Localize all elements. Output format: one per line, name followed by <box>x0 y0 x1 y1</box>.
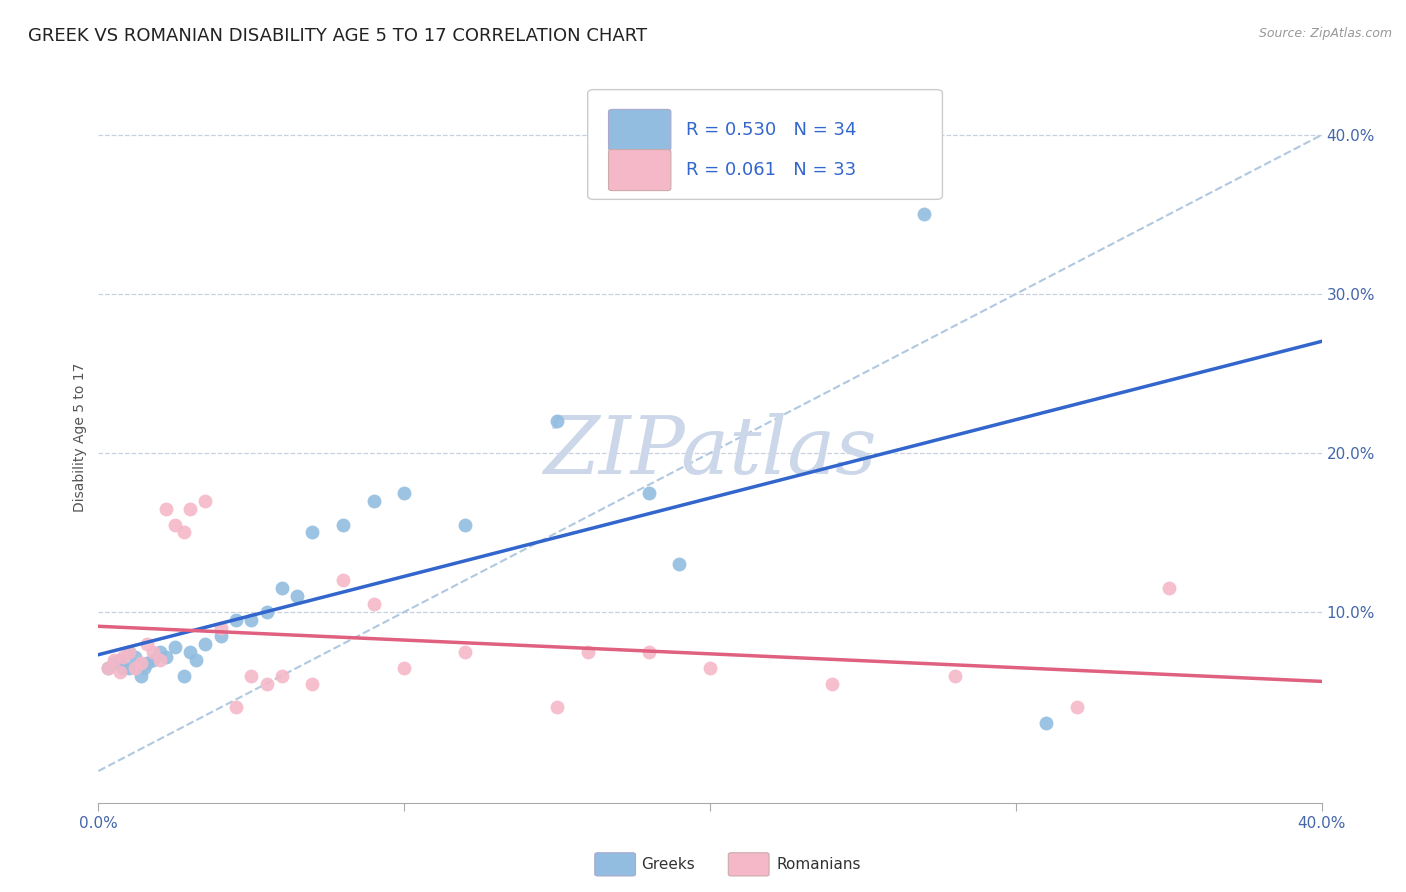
Point <box>129 656 152 670</box>
Point <box>163 517 186 532</box>
Point <box>97 660 120 674</box>
Point <box>240 613 263 627</box>
Point <box>1035 716 1057 731</box>
Text: Romanians: Romanians <box>776 857 860 871</box>
Point <box>155 501 177 516</box>
Point <box>392 485 416 500</box>
Point <box>194 493 217 508</box>
Point <box>209 629 232 643</box>
Point <box>108 665 131 680</box>
Point <box>363 597 385 611</box>
Text: R = 0.061   N = 33: R = 0.061 N = 33 <box>686 161 856 179</box>
Point <box>332 573 354 587</box>
Text: Source: ZipAtlas.com: Source: ZipAtlas.com <box>1258 27 1392 40</box>
Point <box>637 485 661 500</box>
Point <box>118 645 141 659</box>
Point <box>103 653 125 667</box>
Point <box>943 668 966 682</box>
Point <box>129 668 152 682</box>
Point <box>576 645 599 659</box>
Point <box>270 668 292 682</box>
Point <box>301 676 323 690</box>
Text: R = 0.530   N = 34: R = 0.530 N = 34 <box>686 121 856 139</box>
Point <box>97 660 120 674</box>
Y-axis label: Disability Age 5 to 17: Disability Age 5 to 17 <box>73 362 87 512</box>
Point <box>821 676 844 690</box>
Point <box>111 660 134 674</box>
Point <box>546 414 568 428</box>
Point <box>699 660 721 674</box>
Point <box>270 581 292 595</box>
Point <box>111 649 134 664</box>
Point <box>668 558 690 572</box>
Point <box>136 637 159 651</box>
Point <box>155 649 177 664</box>
Point <box>1066 700 1088 714</box>
Point <box>142 653 165 667</box>
Point <box>240 668 263 682</box>
Point <box>179 501 201 516</box>
Point <box>225 700 247 714</box>
Point <box>108 653 131 667</box>
Point <box>142 645 165 659</box>
FancyBboxPatch shape <box>609 110 671 151</box>
Point <box>301 525 323 540</box>
FancyBboxPatch shape <box>588 90 942 200</box>
Point <box>209 621 232 635</box>
Point <box>637 645 661 659</box>
Point <box>124 649 146 664</box>
Point <box>149 653 172 667</box>
Point <box>149 645 172 659</box>
Text: Greeks: Greeks <box>641 857 695 871</box>
Point <box>256 605 278 619</box>
Point <box>285 589 308 603</box>
Point <box>124 660 146 674</box>
Point <box>546 700 568 714</box>
Point <box>186 653 208 667</box>
Point <box>136 656 159 670</box>
Point <box>332 517 354 532</box>
Text: ZIPatlas: ZIPatlas <box>543 413 877 491</box>
Point <box>134 660 156 674</box>
Point <box>179 645 201 659</box>
Point <box>1157 581 1180 595</box>
Point <box>173 668 195 682</box>
Point <box>194 637 217 651</box>
Point <box>118 645 141 659</box>
Point <box>118 660 141 674</box>
Point <box>363 493 385 508</box>
Point <box>454 645 477 659</box>
Point <box>256 676 278 690</box>
Point <box>225 613 247 627</box>
Point <box>912 207 935 221</box>
FancyBboxPatch shape <box>609 150 671 191</box>
Point <box>392 660 416 674</box>
Point <box>163 640 186 654</box>
Point <box>173 525 195 540</box>
Text: GREEK VS ROMANIAN DISABILITY AGE 5 TO 17 CORRELATION CHART: GREEK VS ROMANIAN DISABILITY AGE 5 TO 17… <box>28 27 647 45</box>
Point <box>454 517 477 532</box>
Point <box>103 656 125 670</box>
